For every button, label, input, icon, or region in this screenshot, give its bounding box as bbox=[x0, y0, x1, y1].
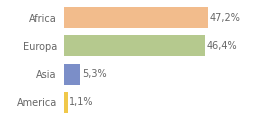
Text: 46,4%: 46,4% bbox=[207, 41, 237, 51]
Text: 1,1%: 1,1% bbox=[69, 97, 94, 107]
Text: 5,3%: 5,3% bbox=[82, 69, 107, 79]
Bar bbox=[64, 7, 207, 28]
Bar bbox=[64, 92, 68, 113]
Bar bbox=[64, 63, 80, 85]
Bar bbox=[64, 35, 205, 57]
Text: 47,2%: 47,2% bbox=[209, 13, 240, 23]
